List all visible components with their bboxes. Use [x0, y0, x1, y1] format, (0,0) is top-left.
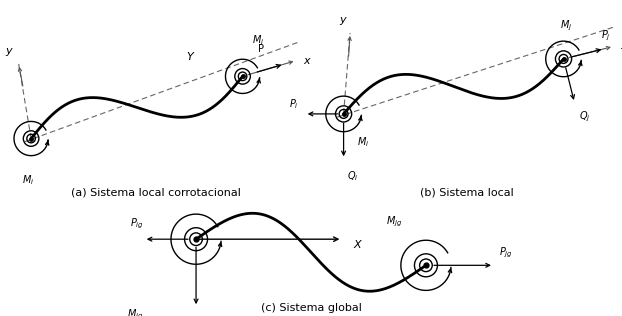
- Text: $x$: $x$: [620, 41, 622, 52]
- Text: $X$: $X$: [353, 238, 363, 250]
- Text: (a) Sistema local corrotacional: (a) Sistema local corrotacional: [70, 188, 241, 198]
- Text: $M_j$: $M_j$: [560, 19, 573, 33]
- Text: $P_{jg}$: $P_{jg}$: [499, 246, 513, 260]
- Text: $P_{ig}$: $P_{ig}$: [130, 217, 144, 231]
- Text: $M_i$: $M_i$: [356, 135, 369, 149]
- Text: (c) Sistema global: (c) Sistema global: [261, 303, 361, 313]
- Text: $M_{jg}$: $M_{jg}$: [386, 214, 403, 229]
- Text: $M_{ig}$: $M_{ig}$: [128, 307, 144, 316]
- Text: $y$: $y$: [5, 46, 14, 58]
- Text: $P_j$: $P_j$: [601, 28, 611, 43]
- Text: $M_i$: $M_i$: [22, 173, 34, 186]
- Text: $Q_j$: $Q_j$: [579, 109, 591, 124]
- Text: $y$: $y$: [339, 15, 348, 27]
- Text: $Y$: $Y$: [186, 50, 195, 62]
- Text: $M_j$: $M_j$: [252, 34, 264, 48]
- Text: $P_i$: $P_i$: [289, 97, 299, 111]
- Text: $Q_i$: $Q_i$: [347, 169, 358, 183]
- Text: P: P: [258, 44, 264, 54]
- Text: $x$: $x$: [302, 56, 312, 65]
- Text: (b) Sistema local: (b) Sistema local: [420, 188, 513, 198]
